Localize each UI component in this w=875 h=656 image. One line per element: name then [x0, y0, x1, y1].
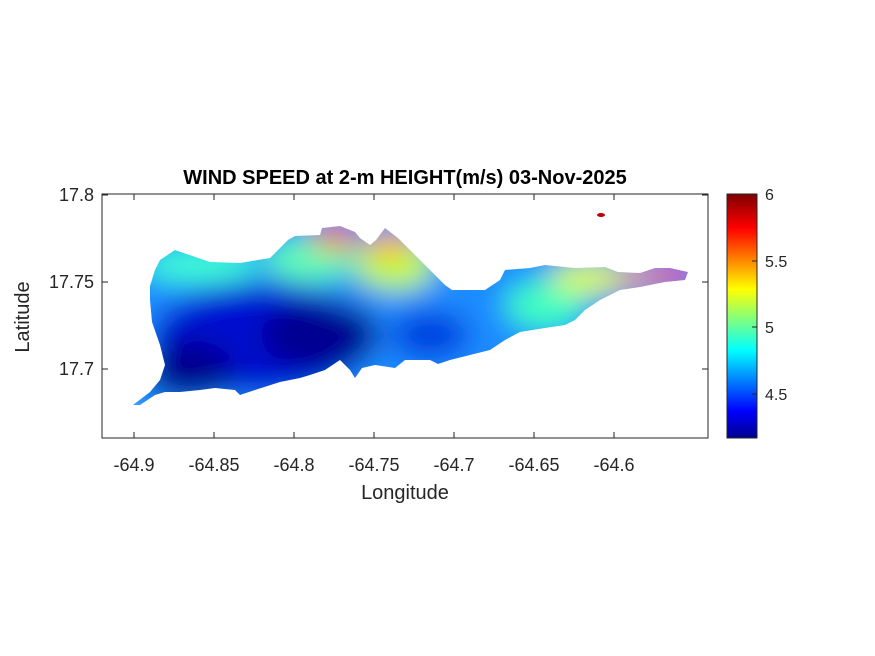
- colorbar-ticks: [752, 193, 757, 395]
- colorbar-tick-label: 6: [765, 187, 774, 204]
- colorbar: [726, 193, 758, 439]
- x-tick-label: -64.8: [273, 455, 314, 475]
- colorbar-tick-label: 5: [765, 320, 774, 337]
- x-tick-label: -64.65: [508, 455, 559, 475]
- x-tick-label: -64.7: [433, 455, 474, 475]
- x-axis-label: Longitude: [361, 482, 449, 504]
- y-tick-label: 17.8: [59, 185, 94, 205]
- x-tick-label: -64.6: [593, 455, 634, 475]
- y-tick-label: 17.75: [49, 272, 94, 292]
- y-axis-ticks: [102, 194, 708, 370]
- x-tick-label: -64.75: [348, 455, 399, 475]
- colorbar-tick-label: 4.5: [765, 387, 787, 404]
- x-axis-ticks: [133, 194, 615, 438]
- y-tick-label: 17.7: [59, 359, 94, 379]
- y-axis-label: Latitude: [12, 281, 34, 352]
- islet-marker: [597, 213, 605, 217]
- chart-title: WIND SPEED at 2-m HEIGHT(m/s) 03-Nov-202…: [183, 167, 626, 189]
- x-tick-label: -64.9: [113, 455, 154, 475]
- colorbar-tick-label: 5.5: [765, 254, 787, 271]
- x-tick-label: -64.85: [188, 455, 239, 475]
